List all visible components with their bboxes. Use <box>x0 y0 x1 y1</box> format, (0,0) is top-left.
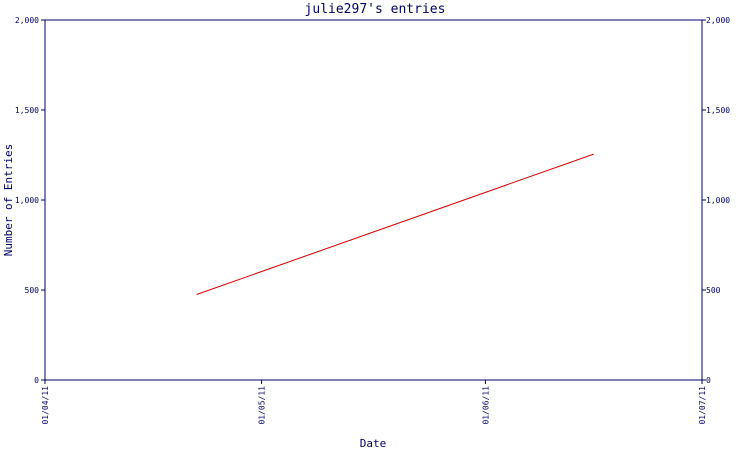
y-tick-label-right: 1,500 <box>706 106 730 115</box>
y-tick-label-right: 1,000 <box>706 196 730 205</box>
chart-title: julie297's entries <box>305 2 446 17</box>
series-line <box>196 153 594 295</box>
x-tick-label: 01/07/11 <box>698 386 707 425</box>
x-tick-label: 01/04/11 <box>41 386 50 425</box>
y-tick-label-left: 1,500 <box>15 106 39 115</box>
y-tick-label-left: 0 <box>34 376 39 385</box>
y-axis-label: Number of Entries <box>2 144 15 257</box>
x-tick-label: 01/05/11 <box>258 386 267 425</box>
x-tick-label: 01/06/11 <box>481 386 490 425</box>
y-tick-label-right: 0 <box>706 376 711 385</box>
y-tick-label-left: 500 <box>25 286 40 295</box>
x-axis-label: Date <box>360 437 387 450</box>
plot-area-frame <box>44 19 703 381</box>
y-tick-label-left: 1,000 <box>15 196 39 205</box>
y-tick-label-right: 500 <box>706 286 721 295</box>
y-tick-label-right: 2,000 <box>706 16 730 25</box>
y-tick-label-left: 2,000 <box>15 16 39 25</box>
